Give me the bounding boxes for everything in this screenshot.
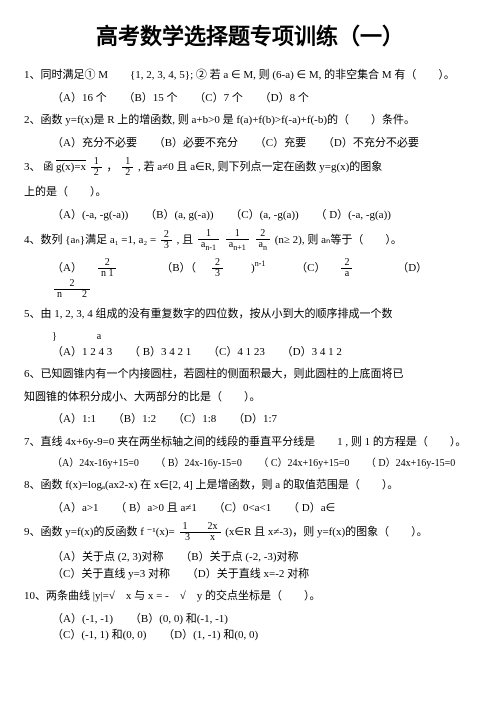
q7-opt-d: （ D）24x+16y-15=0	[366, 458, 455, 469]
q3-frac2: 12	[122, 157, 133, 178]
q10-opt-c: （C）(-1, 1) 和(0, 0)	[52, 629, 146, 641]
q8-opt-a: （A）a>1	[52, 502, 99, 514]
q5-options: （A）1 2 4 3 （ B）3 4 2 1 （C）4 1 23 （D）3 4 …	[24, 344, 476, 361]
q4-tail: (n≥ 2), 则 aₙ等于（ ）。	[275, 234, 402, 246]
q5-opt-c: （C）4 1 23	[208, 346, 265, 358]
q3-opt-a: （A）(-a, -g(-a))	[52, 209, 128, 221]
q9-text2: (x∈R 且 x≠-3)，则 y=f(x)的图象（ ）。	[225, 526, 427, 538]
q3-line2: 上的是（ ）。	[24, 184, 476, 201]
q2-opt-c: （C）充要	[255, 137, 306, 149]
q3-tail: , 若 a≠0 且 a∈R, 则下列点一定在函数 y=g(x)的图象	[138, 161, 382, 173]
q3-frac1: 12	[91, 157, 102, 178]
q3-gx: g(x)=x	[56, 161, 86, 173]
q5-opt-d: （D）3 4 1 2	[282, 346, 342, 358]
q3-opt-b: （B）(a, g(-a))	[145, 209, 213, 221]
question-6: 6、已知圆锥内有一个内接圆柱，若圆柱的侧面积最大，则此圆柱的上底面将已	[24, 366, 476, 383]
q2-opt-b: （B）必要不充分	[154, 137, 238, 149]
q8-opt-c: （C）0<a<1	[214, 502, 272, 514]
q9-frac: 1 2x3 x	[180, 522, 221, 543]
q9-opt-b: （B）关于点 (-2, -3)对称	[180, 551, 298, 563]
question-10: 10、两条曲线 |y|=√ x 与 x = - √ y 的交点坐标是（ ）。	[24, 588, 476, 605]
q2-opt-d: （D）不充分不必要	[323, 137, 419, 149]
question-5: 5、由 1, 2, 3, 4 组成的没有重复数字的四位数，按从小到大的顺序排成一…	[24, 306, 476, 323]
question-9: 9、函数 y=f(x)的反函数 f ⁻¹(x)= 1 2x3 x (x∈R 且 …	[24, 522, 476, 543]
q4-text1: 4、数列 {aₙ}满足 a₁ =1, a₂ =	[24, 234, 156, 246]
q7-opt-a: （A）24x-16y+15=0	[52, 458, 139, 469]
q6-opt-b: （B）1:2	[113, 413, 156, 425]
q4-opt-c: （C）2a	[296, 262, 380, 274]
question-1: 1、同时满足① M {1, 2, 3, 4, 5}; ② 若 a ∈ M, 则 …	[24, 67, 476, 84]
q3-num: 3、	[24, 161, 41, 173]
q5-opt-b: （ B）3 4 2 1	[129, 346, 191, 358]
q10-options: （A）(-1, -1) （B）(0, 0) 和(-1, -1) （C）(-1, …	[24, 611, 476, 644]
q4-options: （A）2n 1 （B）（23)n-1 （C）2a （D）2n 2	[24, 258, 476, 300]
q3-mid: ，	[107, 161, 118, 173]
q9-text1: 9、函数 y=f(x)的反函数 f ⁻¹(x)=	[24, 526, 175, 538]
q7-options: （A）24x-16y+15=0 （ B）24x-16y-15=0 （ C）24x…	[24, 456, 476, 471]
q1-opt-b: （B）15 个	[123, 92, 177, 104]
page-title: 高考数学选择题专项训练（一）	[24, 20, 476, 53]
q4-f4: 2an	[256, 229, 270, 252]
q2-options: （A）充分不必要 （B）必要不充分 （C）充要 （D）不充分不必要	[24, 135, 476, 152]
q9-options: （A）关于点 (2, 3)对称 （B）关于点 (-2, -3)对称 （C）关于直…	[24, 549, 476, 582]
q1-opt-a: （A）16 个	[52, 92, 107, 104]
q3-opt-c: （C）(a, -g(a))	[230, 209, 298, 221]
q8-opt-b: （ B）a>0 且 a≠1	[115, 502, 197, 514]
q3-fn: 函	[43, 162, 53, 173]
q3-opt-d: （ D）(-a, -g(a))	[315, 209, 390, 221]
q2-opt-a: （A）充分不必要	[52, 137, 137, 149]
q4-opt-a: （A）2n 1	[52, 262, 144, 274]
question-2: 2、函数 y=f(x)是 R 上的增函数, 则 a+b>0 是 f(a)+f(b…	[24, 112, 476, 129]
q10-opt-a: （A）(-1, -1)	[52, 613, 113, 625]
question-7: 7、直线 4x+6y-9=0 夹在两坐标轴之间的线段的垂直平分线是 1 , 则 …	[24, 434, 476, 451]
q7-opt-b: （ B）24x-16y-15=0	[155, 458, 241, 469]
q4-f2: 1an-1	[198, 229, 219, 252]
q1-opt-d: （D）8 个	[260, 92, 309, 104]
q8-opt-d: （ D）a∈	[288, 502, 335, 514]
q9-opt-a: （A）关于点 (2, 3)对称	[52, 551, 164, 563]
q4-opt-b: （B）（23)n-1	[161, 262, 279, 274]
q9-opt-d: （D）关于直线 x=-2 对称	[187, 568, 309, 580]
question-4: 4、数列 {aₙ}满足 a₁ =1, a₂ = 23 , 且 1an-1 1an…	[24, 229, 476, 252]
q6-opt-c: （C）1:8	[173, 413, 216, 425]
q6-opt-d: （D）1:7	[233, 413, 277, 425]
question-3: 3、 函 g(x)=x 12 ， 12 , 若 a≠0 且 a∈R, 则下列点一…	[24, 157, 476, 178]
q4-mid: , 且	[177, 234, 194, 246]
q3-options: （A）(-a, -g(-a)) （B）(a, g(-a)) （C）(a, -g(…	[24, 207, 476, 224]
question-8: 8、函数 f(x)=logₐ(ax2-x) 在 x∈[2, 4] 上是增函数，则…	[24, 477, 476, 494]
q10-opt-b: （B）(0, 0) 和(-1, -1)	[130, 613, 228, 625]
q6-cont: 知圆锥的体积分成小、大两部分的比是（ ）。	[24, 389, 476, 406]
q6-options: （A）1:1 （B）1:2 （C）1:8 （D）1:7	[24, 411, 476, 428]
q1-opt-c: （C）7 个	[194, 92, 243, 104]
q5-cont: } a	[24, 329, 476, 344]
q1-options: （A）16 个 （B）15 个 （C）7 个 （D）8 个	[24, 90, 476, 107]
q6-opt-a: （A）1:1	[52, 413, 96, 425]
q4-f1: 23	[161, 230, 172, 251]
q8-options: （A）a>1 （ B）a>0 且 a≠1 （C）0<a<1 （ D）a∈	[24, 500, 476, 517]
q5-opt-a: （A）1 2 4 3	[52, 346, 112, 358]
q9-opt-c: （C）关于直线 y=3 对称	[52, 568, 170, 580]
q10-opt-d: （D）(1, -1) 和(0, 0)	[163, 629, 258, 641]
q7-opt-c: （ C）24x+16y+15=0	[258, 458, 349, 469]
q4-f3: 1an+1	[226, 229, 249, 252]
